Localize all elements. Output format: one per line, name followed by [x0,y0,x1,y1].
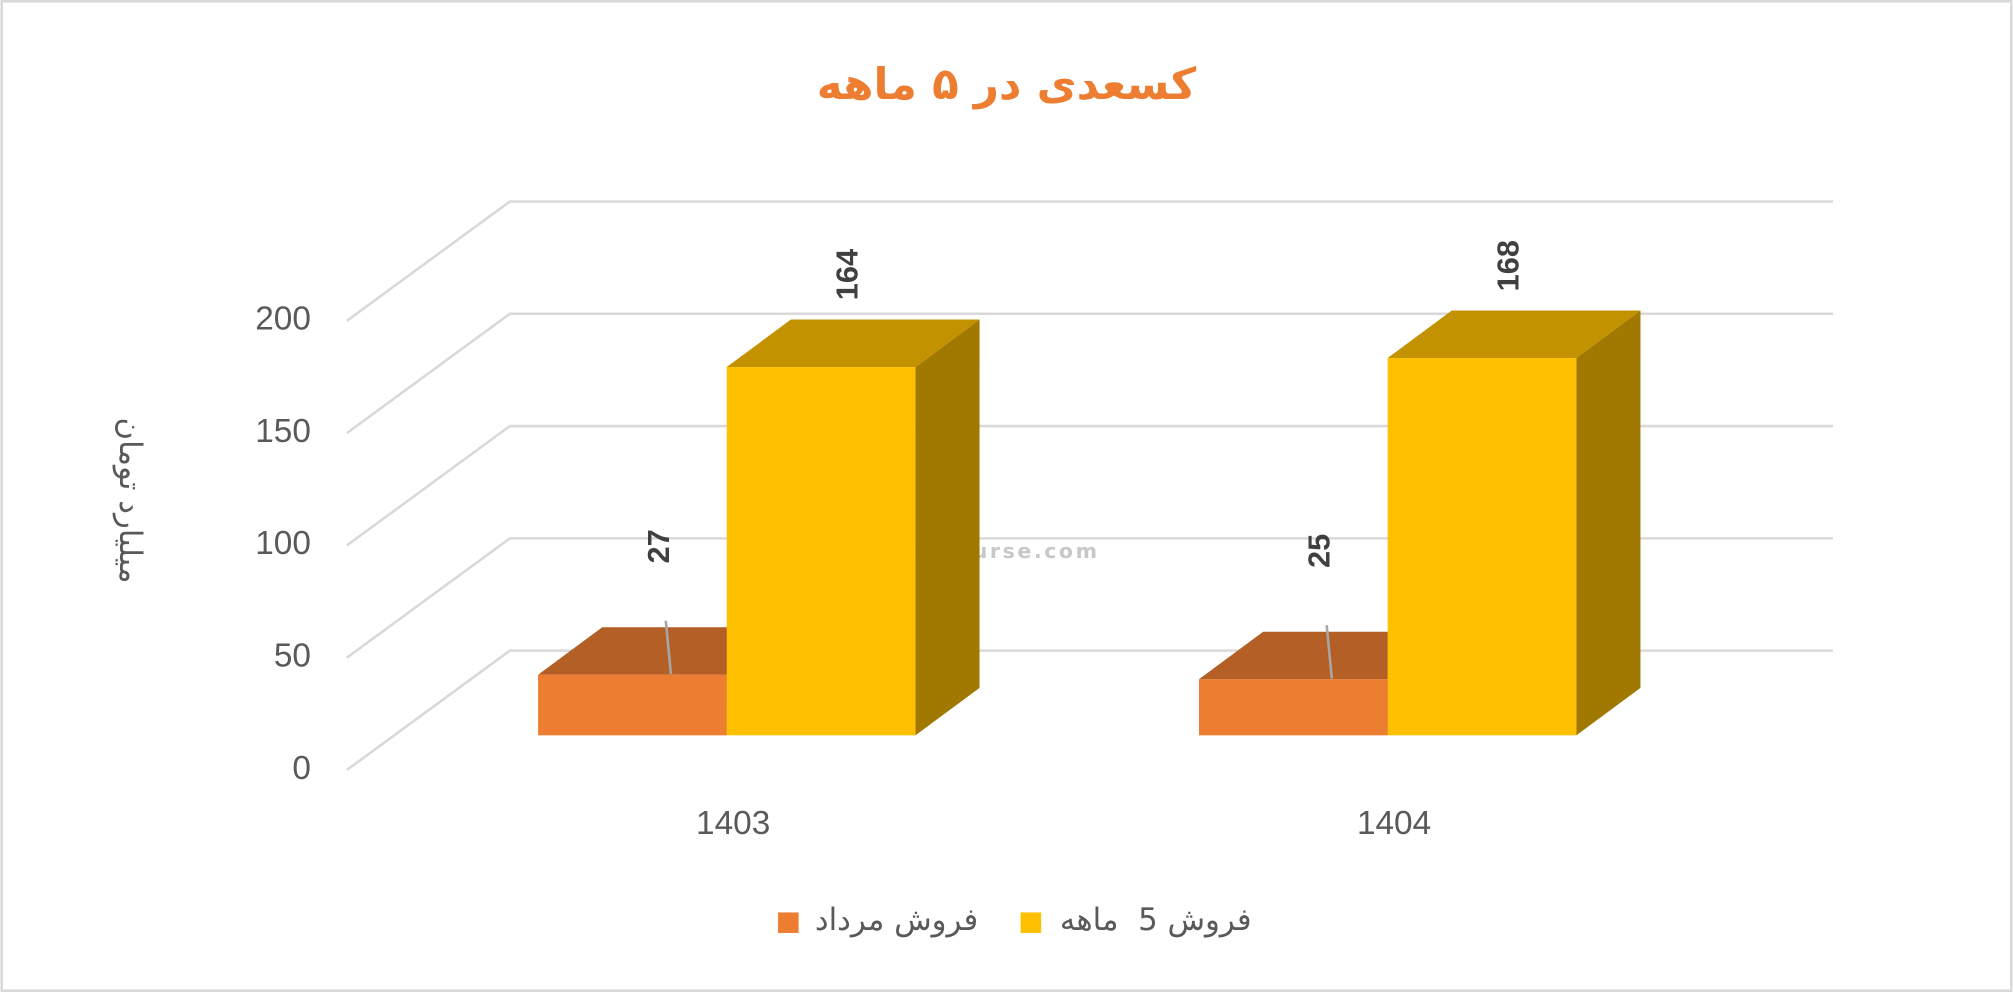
y-tick-label: 150 [255,413,311,450]
y-tick-label: 200 [255,301,311,338]
label-leader [664,620,673,675]
x-tick-label: 1403 [696,805,770,842]
value-label: 168 [1490,240,1525,291]
legend-label: فروش 5 ماهه [1060,902,1252,938]
bar-top [1387,310,1641,359]
chart-title: کسعدی در ۵ ماهه [817,60,1197,110]
value-label: 27 [641,529,676,563]
bar-side [1576,310,1641,736]
y-axis-label: میلیارد تومان [112,418,148,584]
bar [538,674,727,736]
legend-swatch [778,912,799,933]
legend-label: فروش مرداد [815,902,978,938]
y-tick-label: 100 [255,525,311,562]
value-label: 164 [829,249,864,300]
value-label: 25 [1302,534,1337,568]
grid-line [346,200,1833,322]
y-tick-label: 0 [292,750,311,787]
bar [726,367,916,736]
grid-line [346,312,1833,435]
bar-top [726,319,980,368]
legend-swatch [1020,912,1042,933]
label-leader [1325,625,1334,679]
bar-side [915,319,980,736]
y-tick-label: 50 [274,638,311,675]
x-tick-label: 1404 [1357,805,1431,842]
bar [1198,679,1388,736]
bar [1387,358,1577,736]
